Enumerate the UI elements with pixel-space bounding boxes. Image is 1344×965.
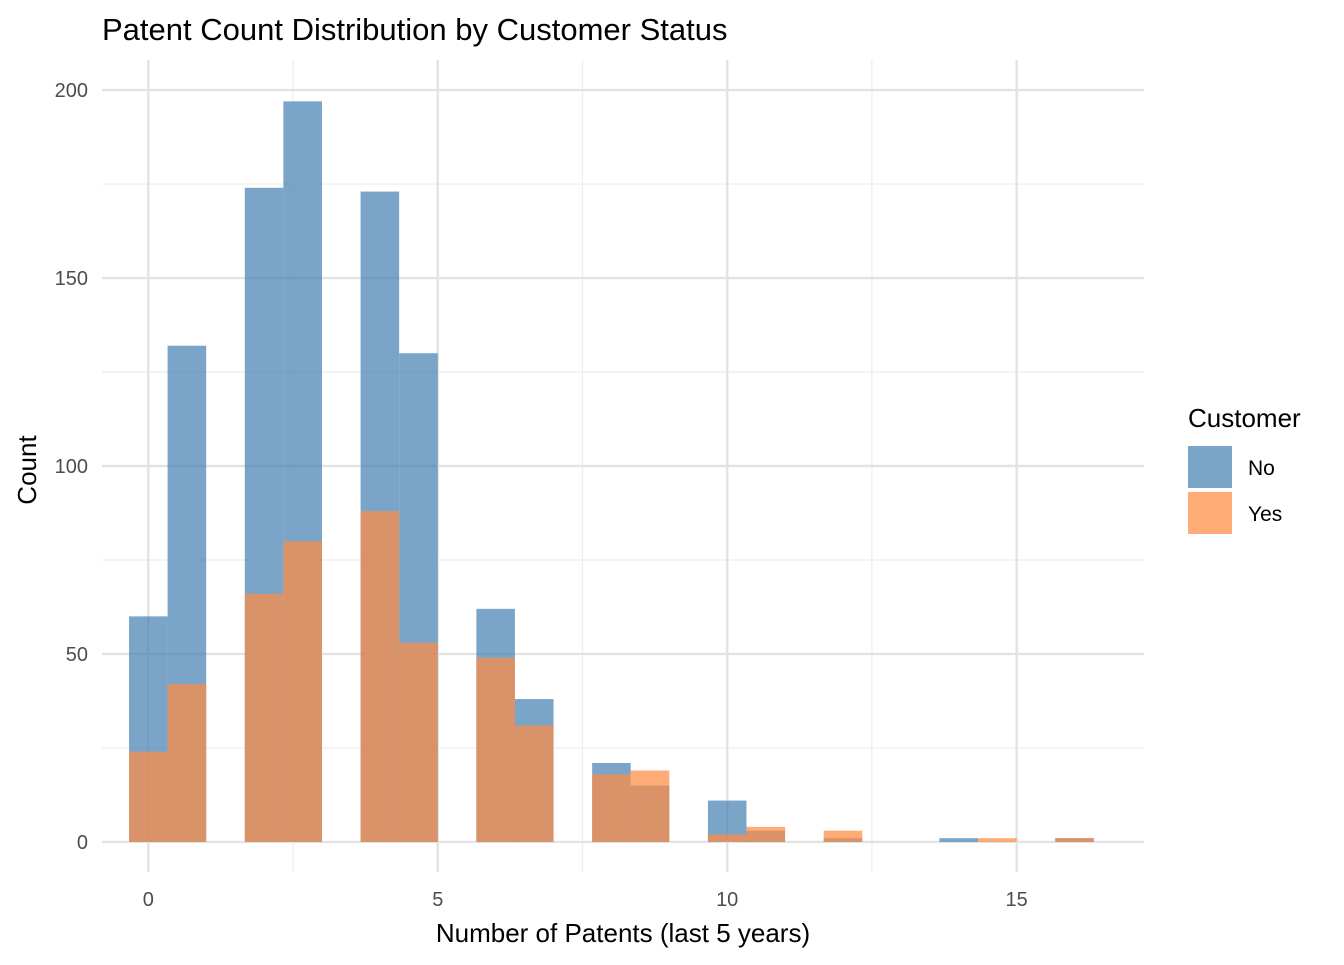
x-tick-label-3: 15 [1006,889,1028,911]
legend: Customer No Yes [1188,403,1301,534]
x-tick-label-1: 5 [432,889,443,911]
legend-title: Customer [1188,403,1301,433]
x-axis-label: Number of Patents (last 5 years) [436,918,810,948]
legend-key-no [1188,446,1232,488]
bar-yes-14 [1055,838,1094,842]
x-tick-label-2: 10 [716,889,738,911]
bar-yes-11 [746,826,786,842]
legend-label-yes: Yes [1248,503,1282,526]
bars-layer [129,101,1094,842]
legend-key-yes [1188,492,1232,534]
y-tick-label-1: 50 [66,644,88,666]
bar-yes-13 [978,838,1017,842]
y-tick-label-3: 150 [55,268,88,290]
legend-items: No Yes [1188,446,1282,534]
bar-yes-6 [476,657,515,842]
y-tick-label-2: 100 [55,456,88,478]
bar-yes-5 [399,642,438,842]
bar-yes-8 [592,774,631,842]
bar-yes-3 [283,541,322,842]
bar-yes-10 [707,834,747,842]
bar-yes-9 [630,770,670,842]
bar-yes-7 [514,725,554,842]
y-axis-label: Count [12,435,42,505]
y-tick-label-4: 200 [55,80,88,102]
bar-yes-12 [823,830,863,842]
bar-yes-1 [167,684,207,842]
bar-no-13 [939,838,979,842]
ticks-layer: 0 50 100 150 200 0 5 10 15 [55,80,1028,911]
y-tick-label-0: 0 [77,832,88,854]
chart-title: Patent Count Distribution by Customer St… [102,12,727,47]
x-tick-label-0: 0 [143,889,154,911]
legend-label-no: No [1248,457,1275,480]
bar-yes-2 [244,593,284,842]
bar-yes-0 [129,751,168,842]
bar-yes-4 [360,511,400,842]
